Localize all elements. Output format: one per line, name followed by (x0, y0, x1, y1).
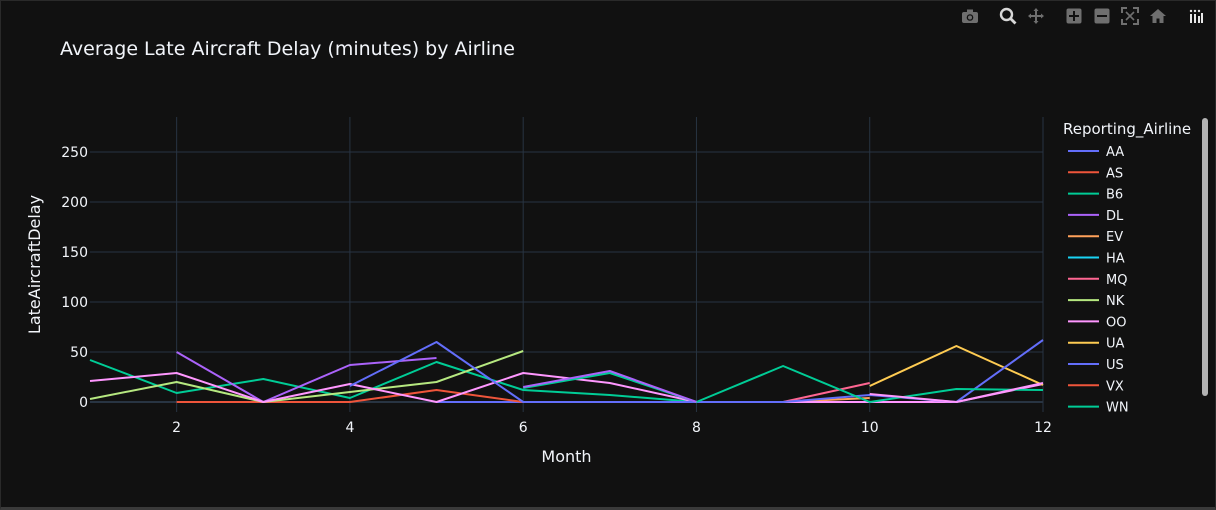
series-line-dl[interactable] (176, 351, 437, 403)
y-tick-label: 100 (61, 295, 88, 311)
legend-label: US (1106, 358, 1124, 373)
legend-item-aa[interactable]: AA (1068, 145, 1124, 160)
y-tick-label: 250 (61, 145, 88, 161)
legend-label: DL (1106, 209, 1124, 224)
legend-label: OO (1106, 315, 1126, 330)
legend-item-mq[interactable]: MQ (1068, 273, 1127, 288)
legend-label: VX (1106, 379, 1124, 394)
legend-label: UA (1106, 337, 1125, 352)
pan-icon[interactable] (1026, 6, 1046, 26)
series-line-ua[interactable] (869, 345, 1044, 387)
x-tick-label: 2 (172, 420, 181, 436)
legend-label: NK (1106, 294, 1125, 309)
legend-label: B6 (1106, 188, 1123, 203)
zoom-icon[interactable] (998, 6, 1018, 26)
series-line-oo[interactable] (869, 382, 1044, 403)
y-axis-title: LateAircraftDelay (25, 195, 44, 334)
legend-scrollbar[interactable] (1202, 118, 1208, 396)
chart-title: Average Late Aircraft Delay (minutes) by… (60, 38, 515, 60)
legend-label: AS (1106, 166, 1123, 181)
legend-item-ev[interactable]: EV (1068, 230, 1123, 245)
series-lines (89, 339, 1044, 403)
legend-label: MQ (1106, 273, 1127, 288)
legend-item-as[interactable]: AS (1068, 166, 1123, 181)
plotly-logo-icon[interactable] (1186, 6, 1206, 26)
legend-item-vx[interactable]: VX (1068, 379, 1124, 394)
legend: AA AS B6 DL EV HA MQ NK OO UA US VX WN (1068, 145, 1129, 416)
gridlines (90, 117, 1044, 412)
legend-label: WN (1106, 401, 1129, 416)
series-line-as[interactable] (176, 389, 524, 403)
x-tick-label: 12 (1034, 420, 1052, 436)
series-line-nk[interactable] (89, 350, 524, 403)
x-axis-title: Month (541, 447, 591, 466)
x-tick-label: 6 (519, 420, 528, 436)
reset-axes-icon[interactable] (1148, 6, 1168, 26)
legend-item-dl[interactable]: DL (1068, 209, 1124, 224)
autoscale-icon[interactable] (1120, 6, 1140, 26)
axis-ticks: 0 50 100 150 200 250 2 4 6 8 10 12 (61, 145, 1052, 436)
legend-label: HA (1106, 252, 1125, 267)
y-tick-label: 150 (61, 245, 88, 261)
zoom-out-icon[interactable] (1092, 6, 1112, 26)
series-line-mq[interactable] (782, 382, 870, 403)
legend-item-us[interactable]: US (1068, 358, 1124, 373)
y-tick-label: 50 (70, 345, 88, 361)
modebar (960, 6, 1206, 26)
x-tick-label: 4 (345, 420, 354, 436)
legend-item-b6[interactable]: B6 (1068, 188, 1123, 203)
y-tick-label: 0 (79, 395, 88, 411)
zoom-in-icon[interactable] (1064, 6, 1084, 26)
legend-item-oo[interactable]: OO (1068, 315, 1126, 330)
legend-item-nk[interactable]: NK (1068, 294, 1125, 309)
camera-icon[interactable] (960, 6, 980, 26)
series-line-wn[interactable] (523, 365, 1044, 403)
x-tick-label: 8 (692, 420, 701, 436)
legend-item-ua[interactable]: UA (1068, 337, 1125, 352)
legend-label: EV (1106, 230, 1123, 245)
legend-item-ha[interactable]: HA (1068, 252, 1125, 267)
legend-item-wn[interactable]: WN (1068, 401, 1129, 416)
x-tick-label: 10 (861, 420, 879, 436)
legend-title: Reporting_Airline (1063, 120, 1191, 139)
y-tick-label: 200 (61, 195, 88, 211)
legend-label: AA (1106, 145, 1124, 160)
series-line-b6[interactable] (89, 359, 697, 403)
series-line-dl[interactable] (523, 370, 697, 403)
